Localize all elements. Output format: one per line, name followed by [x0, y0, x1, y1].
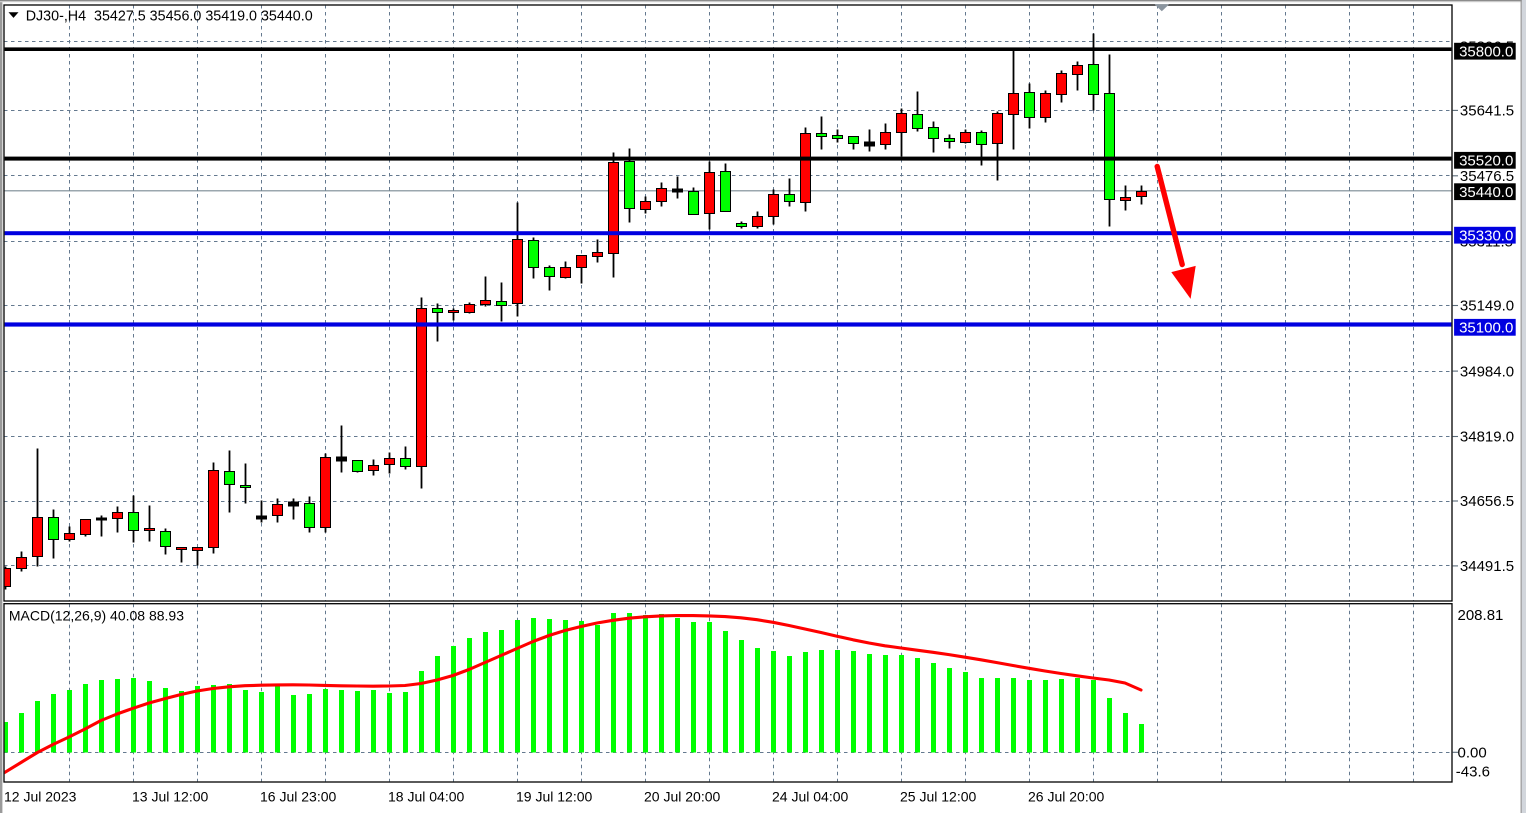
svg-text:-43.6: -43.6 — [1456, 763, 1490, 780]
svg-text:34984.0: 34984.0 — [1460, 363, 1514, 380]
svg-text:24 Jul 04:00: 24 Jul 04:00 — [772, 789, 848, 805]
svg-text:34819.0: 34819.0 — [1460, 429, 1514, 446]
svg-text:12 Jul 2023: 12 Jul 2023 — [4, 789, 77, 805]
svg-text:26 Jul 20:00: 26 Jul 20:00 — [1028, 789, 1104, 805]
svg-text:208.81: 208.81 — [1458, 607, 1504, 624]
svg-text:35520.0: 35520.0 — [1459, 153, 1513, 170]
svg-text:35800.0: 35800.0 — [1459, 43, 1513, 60]
svg-text:DJ30-,H4 35427.5 35456.0 3541: DJ30-,H4 35427.5 35456.0 35419.0 35440.0 — [26, 8, 313, 24]
svg-text:13 Jul 12:00: 13 Jul 12:00 — [132, 789, 208, 805]
svg-text:35100.0: 35100.0 — [1459, 320, 1513, 337]
svg-text:35641.5: 35641.5 — [1460, 103, 1514, 120]
svg-text:35440.0: 35440.0 — [1459, 184, 1513, 201]
svg-text:0.00: 0.00 — [1458, 745, 1487, 762]
svg-text:19 Jul 12:00: 19 Jul 12:00 — [516, 789, 592, 805]
svg-text:25 Jul 12:00: 25 Jul 12:00 — [900, 789, 976, 805]
svg-text:20 Jul 20:00: 20 Jul 20:00 — [644, 789, 720, 805]
svg-text:35476.5: 35476.5 — [1460, 168, 1514, 185]
svg-text:18 Jul 04:00: 18 Jul 04:00 — [388, 789, 464, 805]
svg-text:34491.5: 34491.5 — [1460, 558, 1514, 575]
svg-text:34656.5: 34656.5 — [1460, 493, 1514, 510]
svg-text:35149.0: 35149.0 — [1460, 298, 1514, 315]
svg-text:35330.0: 35330.0 — [1459, 227, 1513, 244]
svg-text:16 Jul 23:00: 16 Jul 23:00 — [260, 789, 336, 805]
svg-text:MACD(12,26,9) 40.08 88.93: MACD(12,26,9) 40.08 88.93 — [9, 608, 184, 624]
